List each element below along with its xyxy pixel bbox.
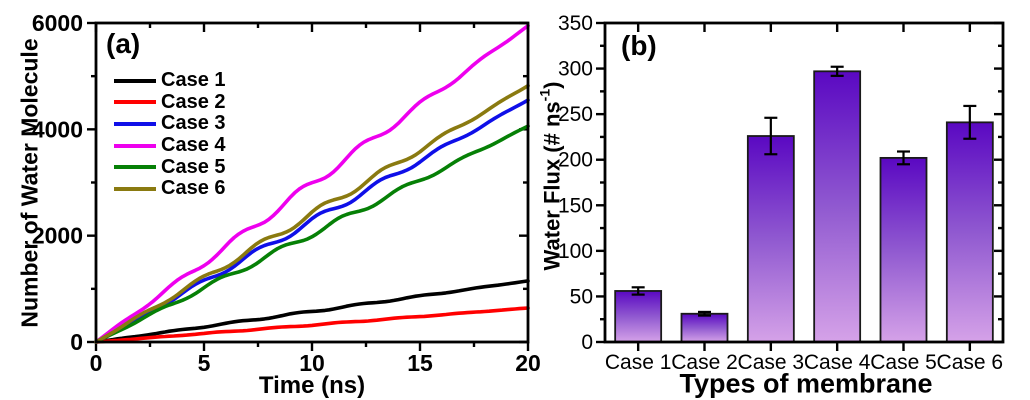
panel-b-x-tick-label: Case 3	[738, 351, 805, 374]
panel-b-x-tick-label: Case 2	[671, 351, 738, 374]
panel-b-x-tick-label: Case 1	[605, 351, 672, 374]
legend-item-case-6: Case 6	[114, 178, 226, 200]
legend-line-swatch	[114, 143, 156, 148]
panel-a-y-tick-label: 6000	[32, 10, 83, 36]
bar-case-1	[614, 290, 663, 343]
line-case-5	[94, 124, 530, 344]
panel-b-y-axis-title-sup: -1	[536, 88, 553, 102]
panel-b-x-tick-label: Case 5	[870, 351, 937, 374]
panel-a-frame	[94, 21, 530, 344]
legend-label: Case 1	[161, 69, 226, 92]
legend-label: Case 5	[161, 155, 226, 178]
line-case-1	[94, 279, 530, 344]
panel-b-frame	[603, 21, 1005, 344]
legend-item-case-5: Case 5	[114, 156, 226, 178]
bar-case-2	[680, 312, 729, 343]
panel-a-x-tick-label: 10	[299, 350, 325, 376]
legend-item-case-2: Case 2	[114, 90, 226, 114]
legend-item-case-3: Case 3	[114, 113, 226, 135]
bar-case-6	[945, 121, 994, 343]
panel-a-x-tick-label: 20	[515, 350, 541, 376]
panel-a-y-axis-title: Number of Water Molecule	[16, 38, 43, 328]
bar-case-4	[813, 70, 862, 343]
panel-b-y-tick-label: 50	[570, 285, 593, 308]
panel-a-x-tick-label: 5	[198, 350, 211, 376]
legend-label: Case 4	[161, 134, 226, 157]
panel-b-y-tick-label: 300	[558, 58, 593, 81]
legend-line-swatch	[114, 78, 156, 83]
legend-label: Case 6	[161, 177, 226, 200]
panel-b-y-tick-label: 350	[558, 12, 593, 35]
panel-a-x-tick-label: 0	[90, 350, 103, 376]
panel-b-y-axis-title: Water Flux (# ns-1)	[536, 82, 565, 271]
bar-case-3	[746, 135, 795, 343]
panel-a-y-tick-label: 2000	[32, 223, 83, 249]
line-case-4	[94, 23, 530, 344]
panel-b-y-tick-label: 200	[558, 149, 593, 172]
panel-a-x-axis-title: Time (ns)	[258, 372, 366, 399]
legend-line-swatch	[114, 165, 156, 170]
panel-a-y-tick-label: 0	[70, 329, 83, 355]
panel-b-y-axis-title-text: Water Flux (# ns	[539, 101, 565, 271]
panel-b-x-tick-label: Case 4	[804, 351, 871, 374]
legend-item-case-4: Case 4	[114, 135, 226, 157]
bar-case-5	[879, 156, 928, 343]
legend-label: Case 2	[161, 90, 226, 113]
legend-label: Case 3	[161, 112, 226, 135]
panel-b-y-tick-label: 100	[558, 240, 593, 263]
legend-line-swatch	[114, 121, 156, 126]
legend-line-swatch	[114, 186, 156, 191]
panel-a-y-tick-label: 4000	[32, 116, 83, 142]
panel-b-letter: (b)	[621, 30, 657, 61]
legend-line-swatch	[114, 100, 156, 105]
panel-b-x-tick-label: Case 6	[937, 351, 1004, 374]
legend-item-case-1: Case 1	[114, 70, 226, 92]
panel-a-letter: (a)	[106, 28, 141, 59]
panel-b-y-tick-label: 150	[558, 194, 593, 217]
panel-b-y-tick-label: 250	[558, 103, 593, 126]
panel-b-x-axis-title: Types of membrane	[679, 368, 933, 399]
line-case-3	[94, 98, 530, 344]
panel-a-x-tick-label: 15	[407, 350, 433, 376]
line-case-6	[94, 83, 530, 344]
panel-b-y-tick-label: 0	[581, 331, 593, 354]
panel-a-legend: Case 1 Case 2 Case 3 Case 4 Case 5 Case 6	[114, 70, 226, 200]
line-case-2	[94, 306, 530, 344]
